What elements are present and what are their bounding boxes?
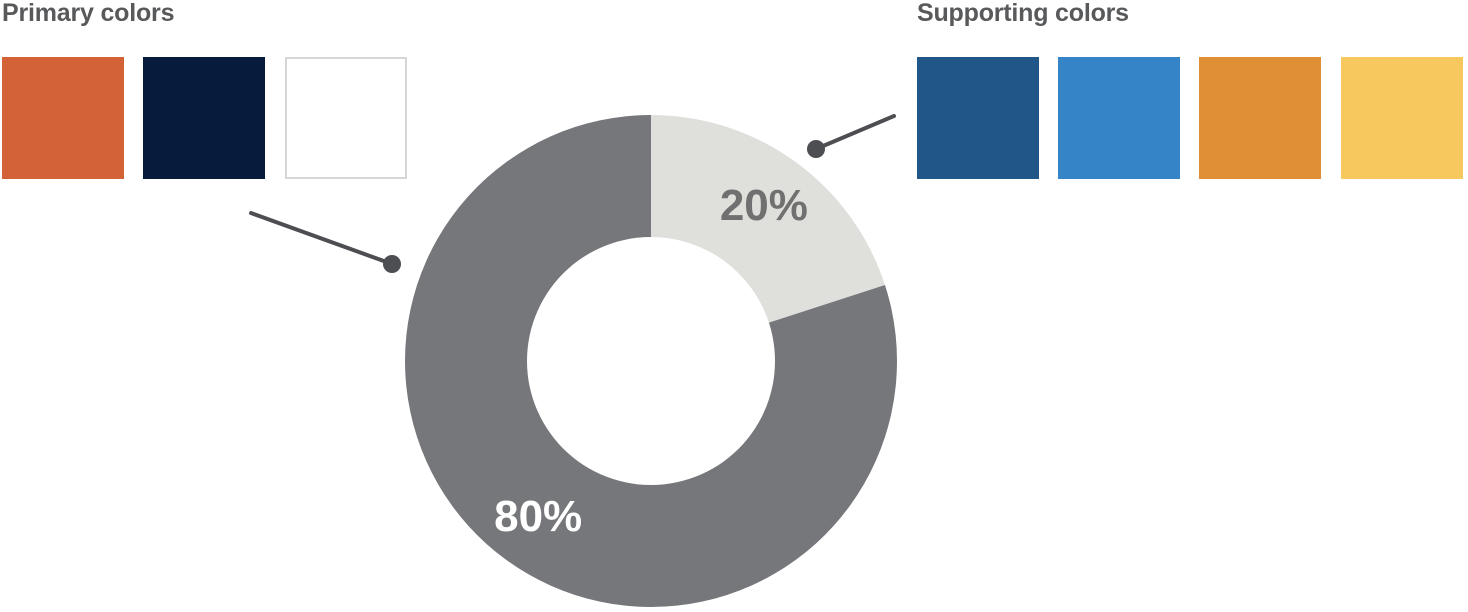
supporting-swatch-orange bbox=[1199, 57, 1321, 179]
donut-slice-20 bbox=[651, 115, 885, 323]
primary-swatch-white bbox=[285, 57, 407, 179]
supporting-callout-dot bbox=[807, 140, 825, 158]
primary-callout-dot bbox=[383, 255, 401, 273]
primary-callout-line bbox=[249, 211, 394, 266]
supporting-swatch-blue bbox=[1058, 57, 1180, 179]
supporting-colors-title: Supporting colors bbox=[917, 0, 1129, 27]
primary-colors-title: Primary colors bbox=[2, 0, 175, 27]
supporting-swatch-yellow bbox=[1341, 57, 1463, 179]
primary-swatch-orange bbox=[2, 57, 124, 179]
donut-slice-80 bbox=[404, 115, 897, 607]
donut-label-80: 80% bbox=[494, 492, 582, 541]
donut-label-20: 20% bbox=[720, 181, 808, 230]
donut-slices bbox=[404, 115, 897, 607]
donut-labels: 20% 80% bbox=[494, 181, 808, 541]
primary-swatch-navy bbox=[143, 57, 265, 179]
callout-lines bbox=[249, 114, 896, 273]
supporting-swatch-dark-blue bbox=[917, 57, 1039, 179]
supporting-callout-line bbox=[814, 114, 896, 151]
